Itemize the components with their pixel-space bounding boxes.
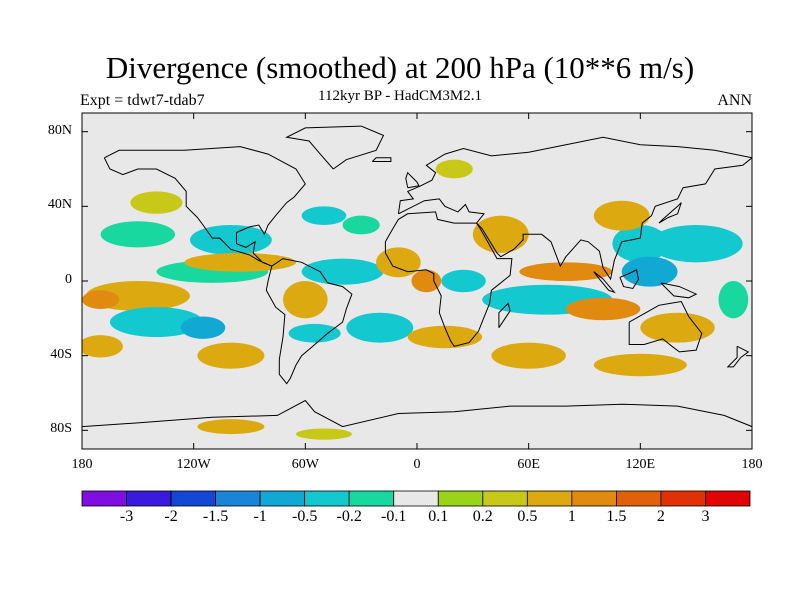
divergence-region <box>82 335 123 358</box>
colorbar-label: 1 <box>567 508 576 525</box>
divergence-region <box>593 200 650 231</box>
convergence-region <box>288 323 341 343</box>
convergence-region <box>441 269 486 293</box>
colorbar-swatch <box>259 490 306 507</box>
coastline-australia <box>628 300 703 353</box>
chart-subtitle: 112kyr BP - HadCM3M2.1 <box>318 88 482 104</box>
colorbar-label: 2 <box>656 508 665 525</box>
lon-tick-label: 180 <box>71 457 93 472</box>
colorbar-swatch <box>705 490 751 507</box>
divergence-region <box>197 342 265 369</box>
divergence-region <box>411 269 442 293</box>
lon-tick-label: 120W <box>176 457 211 472</box>
coastline-uk <box>405 171 420 189</box>
lon-tick-label: 0 <box>413 457 421 472</box>
divergence-region <box>593 353 687 377</box>
chart-title: Divergence (smoothed) at 200 hPa (10**6 … <box>105 50 695 85</box>
divergence-region <box>472 215 529 253</box>
divergence-region <box>184 253 297 272</box>
colorbar-swatch <box>526 490 573 507</box>
coastlines <box>82 125 752 428</box>
colorbar-label: -2 <box>164 508 178 525</box>
coastline-new-zealand <box>726 345 750 368</box>
colorbar-label: 0.1 <box>428 508 449 525</box>
colorbar-swatch <box>304 490 350 507</box>
period-label: ANN <box>717 92 752 109</box>
coastline-greenland <box>285 125 385 170</box>
divergence-region <box>519 262 613 281</box>
convergence-region <box>109 307 203 338</box>
divergence-field <box>82 159 749 440</box>
convergence-region <box>301 206 347 226</box>
divergence-region <box>435 159 473 179</box>
lon-tick-label: 60E <box>517 457 540 472</box>
divergence-region <box>491 342 566 369</box>
coastline-south-america <box>265 258 353 385</box>
colorbar-swatch <box>660 490 706 507</box>
divergence-region <box>565 297 641 321</box>
colorbar-label: -0.5 <box>291 508 318 525</box>
colorbar-swatch <box>170 490 216 507</box>
convergence-region <box>189 225 272 255</box>
colorbar-swatch <box>215 490 261 507</box>
lat-tick-label: 40S <box>50 346 72 362</box>
coastline-borneo <box>619 269 640 290</box>
colorbar-label: -3 <box>119 508 134 525</box>
divergence-region <box>407 325 483 349</box>
colorbar-swatch <box>616 490 662 507</box>
colorbar-label: -1 <box>253 508 267 525</box>
convergence-region <box>100 221 176 248</box>
colorbar-label: -0.1 <box>381 508 407 525</box>
convergence-region <box>612 225 669 263</box>
divergence-region <box>640 312 715 343</box>
coastline-north-america <box>103 146 306 267</box>
coastline-new-guinea <box>660 282 698 299</box>
colorbar-label: -0.2 <box>336 508 362 525</box>
lat-tick-label: 40N <box>47 197 72 213</box>
colorbar-swatch <box>126 490 172 507</box>
colorbar-label: 0.5 <box>517 508 538 525</box>
colorbar-label: -1.5 <box>202 508 229 525</box>
coastline-antarctica <box>82 399 752 428</box>
divergence-region <box>283 281 328 319</box>
experiment-label: Expt = tdwt7-tdab7 <box>80 92 205 109</box>
convergence-region <box>342 215 380 235</box>
coastline-africa <box>384 211 513 347</box>
divergence-region <box>296 428 352 440</box>
colorbar-swatch <box>571 490 617 507</box>
convergence-region <box>301 258 384 285</box>
convergence-region <box>346 312 414 343</box>
divergence-region <box>130 191 183 214</box>
coastline-japan <box>658 202 682 224</box>
colorbar-swatch <box>393 490 439 507</box>
convergence-region <box>649 225 743 263</box>
coastline-sumatra <box>593 271 616 294</box>
colorbar-swatch <box>81 490 127 507</box>
colorbar-label: 3 <box>701 508 710 525</box>
colorbar-label: 1.5 <box>606 508 627 525</box>
lon-tick-label: 60W <box>291 457 319 472</box>
colorbar-swatch <box>348 490 395 507</box>
lat-tick-label: 0 <box>65 272 72 287</box>
colorbar-swatch <box>482 490 528 507</box>
colorbar-swatch <box>437 490 484 507</box>
lat-tick-label: 80S <box>50 421 72 437</box>
lat-tick-label: 80N <box>47 122 72 138</box>
divergence-region <box>376 247 421 278</box>
colorbar-label: 0.2 <box>472 508 493 525</box>
lon-tick-label: 120E <box>625 457 656 472</box>
divergence-region <box>82 290 120 309</box>
convergence-region <box>621 256 678 287</box>
lon-tick-label: 180 <box>741 457 763 472</box>
coastline-iceland <box>371 157 392 162</box>
convergence-region <box>718 281 749 319</box>
coastline-madagascar <box>498 302 511 328</box>
coastline-eurasia <box>397 136 752 281</box>
convergence-region <box>180 316 226 339</box>
divergence-region <box>197 419 265 435</box>
